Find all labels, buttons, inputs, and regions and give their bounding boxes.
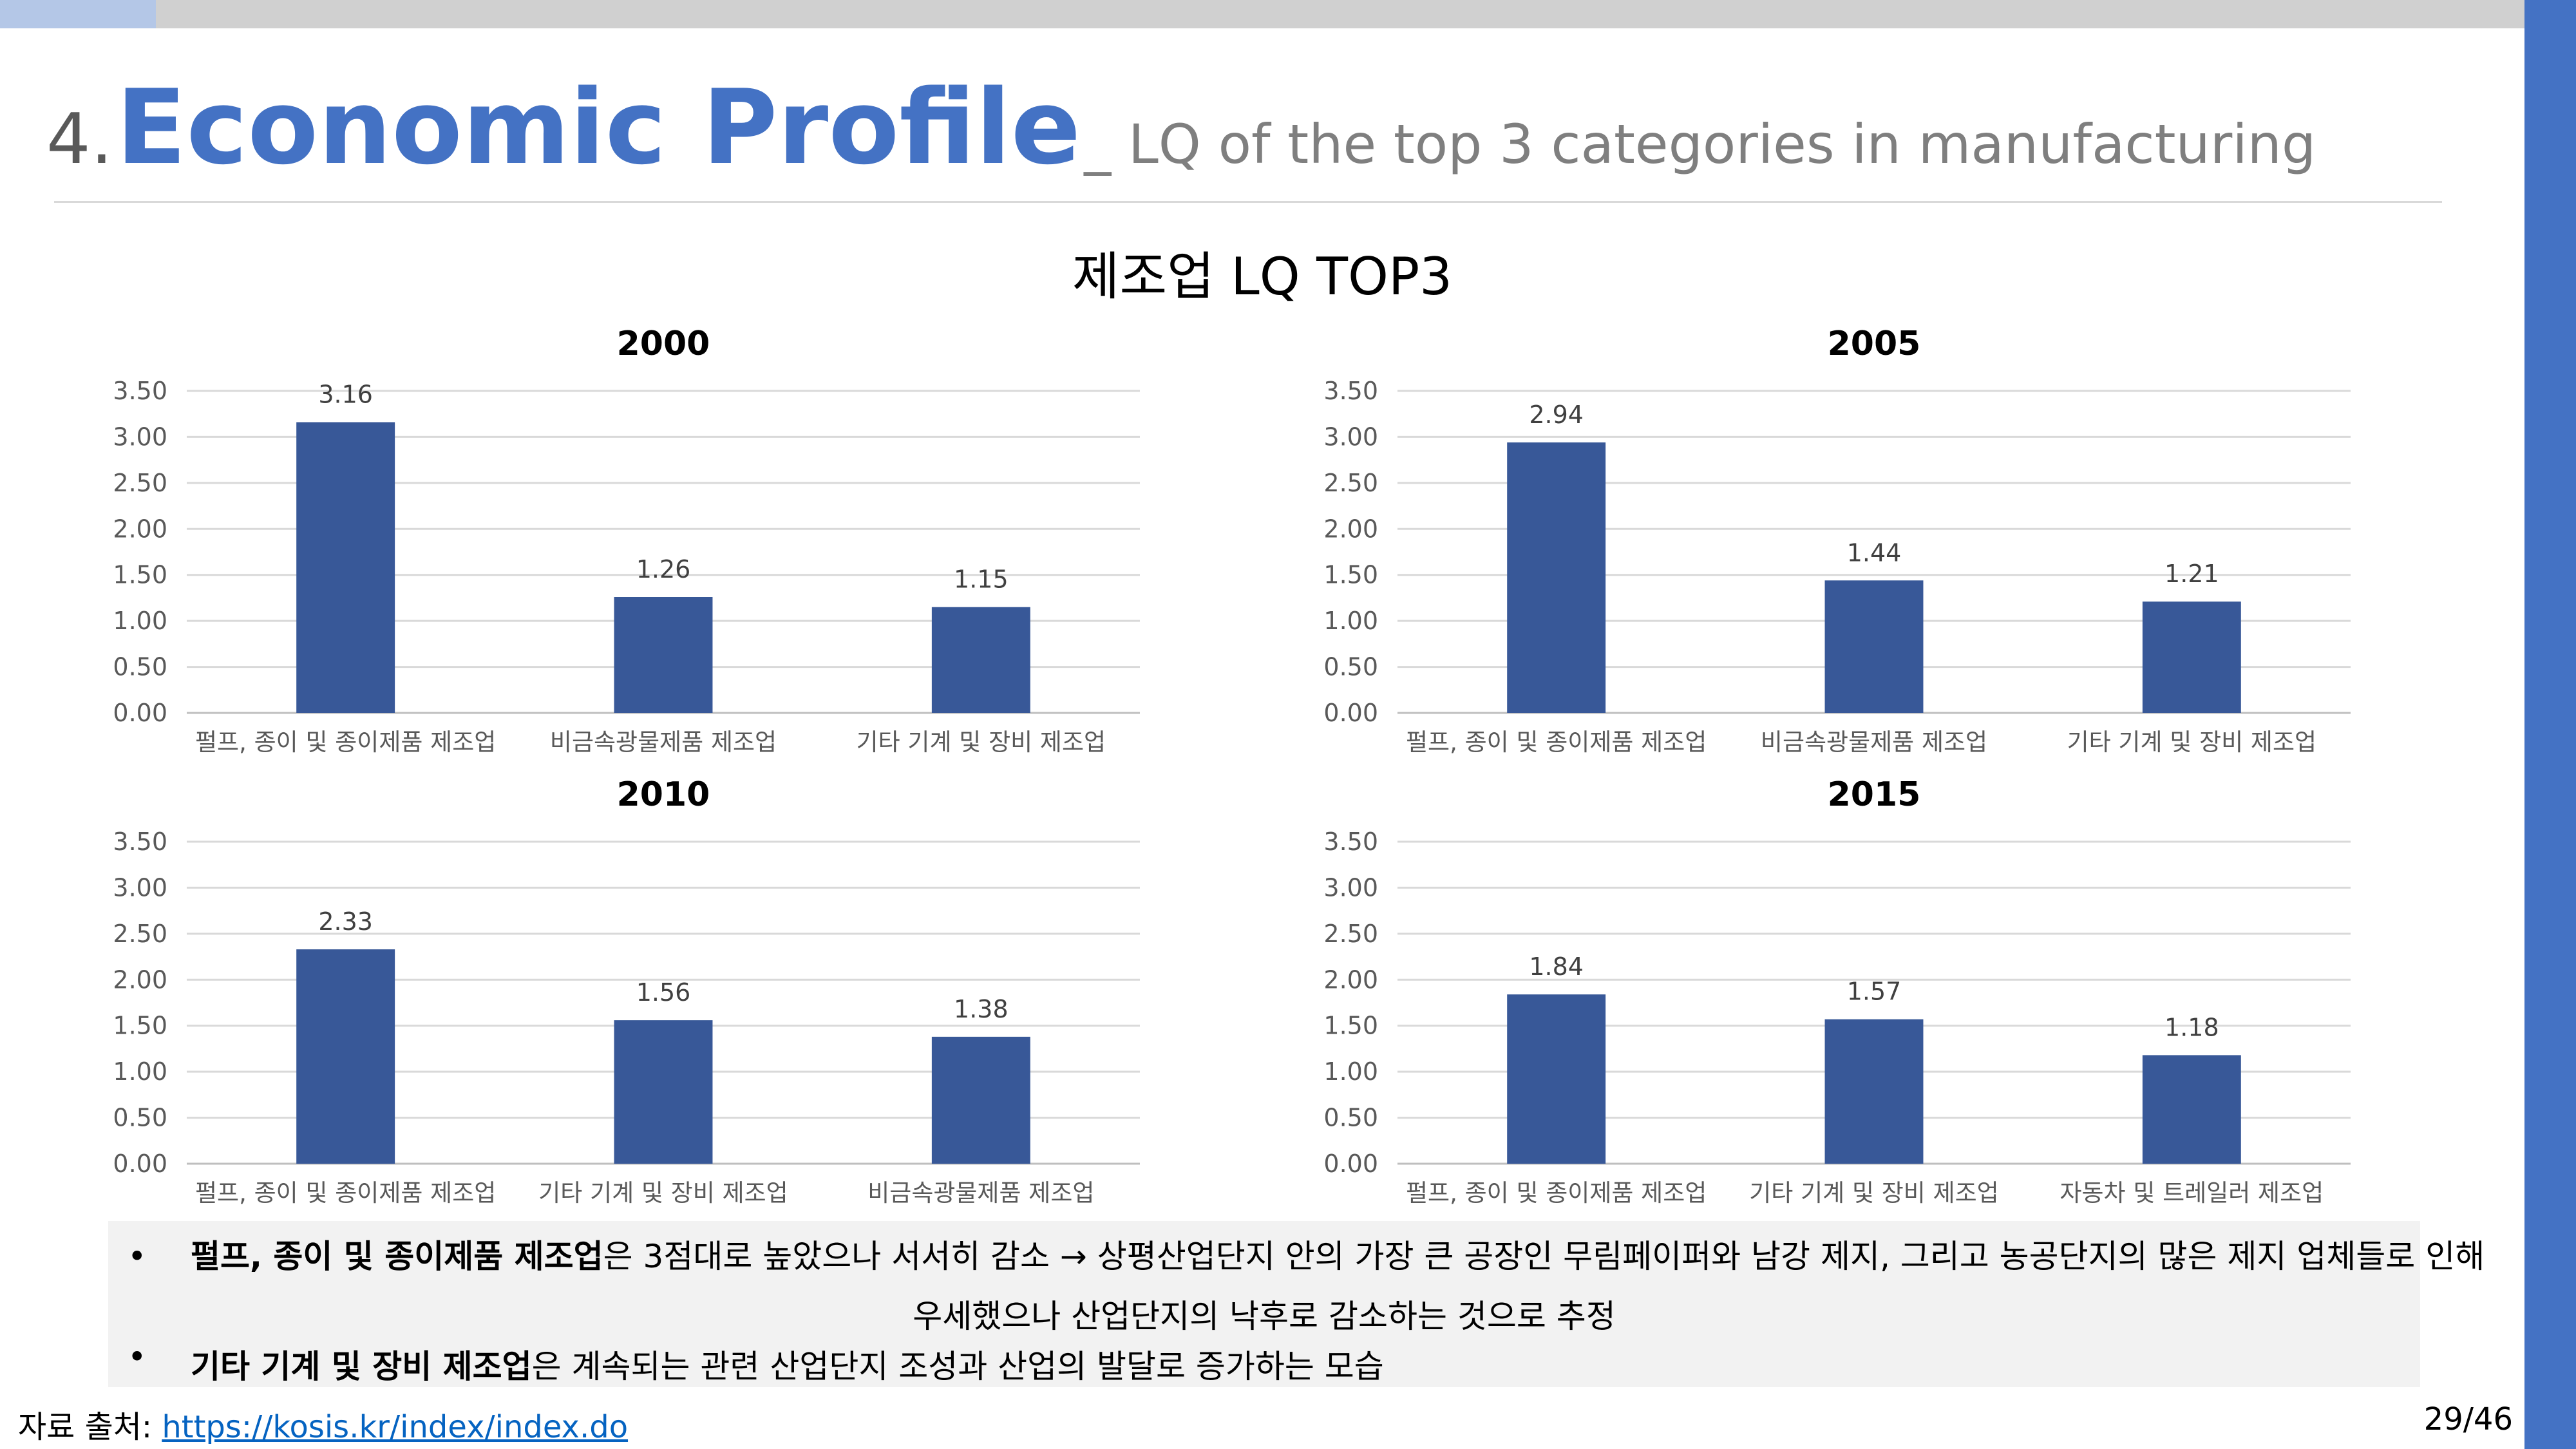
notes-box: • 펄프, 종이 및 종이제품 제조업은 3점대로 높았으나 서서히 감소 → …	[108, 1221, 2485, 1387]
bar	[1824, 1019, 1924, 1164]
x-tick-label: 기타 기계 및 장비 제조업	[538, 1179, 788, 1207]
data-label: 1.57	[1847, 978, 1902, 1006]
source-link[interactable]: https://kosis.kr/index/index.do	[162, 1409, 629, 1445]
title-main: Economic Profile	[116, 67, 1081, 187]
data-label: 2.33	[318, 907, 373, 936]
source-citation: 자료 출처: https://kosis.kr/index/index.do	[18, 1401, 628, 1446]
x-tick-label: 펄프, 종이 및 종이제품 제조업	[195, 1179, 496, 1207]
x-tick-label: 기타 기계 및 장비 제조업	[2067, 728, 2316, 756]
chart-2005: 2005 0.00 0.50 1.00 1.50 2.00 2.50 3.00 3.50 2.94…	[1323, 325, 2351, 756]
y-tick-label: 2.00	[113, 515, 167, 543]
top-bar-accent	[0, 0, 156, 28]
x-tick-label: 비금속광물제품 제조업	[867, 1179, 1094, 1207]
x-tick-label: 펄프, 종이 및 종이제품 제조업	[195, 728, 496, 756]
bar	[296, 422, 395, 713]
y-tick-label: 0.00	[1323, 699, 1378, 727]
y-tick-label: 0.00	[1323, 1150, 1378, 1178]
bar	[931, 607, 1030, 713]
data-label: 1.15	[954, 565, 1009, 594]
data-label: 2.94	[1529, 401, 1584, 429]
figure-title: 제조업 LQ TOP3	[1072, 247, 1453, 307]
y-tick-label: 2.00	[1323, 515, 1378, 543]
x-tick-label: 비금속광물제품 제조업	[1761, 728, 1987, 756]
y-tick-label: 1.50	[1323, 561, 1378, 589]
y-tick-label: 1.50	[113, 1012, 167, 1040]
y-tick-label: 0.50	[113, 1104, 167, 1132]
page-number: 29/46	[2423, 1401, 2513, 1437]
top-bar	[0, 0, 2524, 28]
chart-2010: 2010 0.00 0.50 1.00 1.50 2.00 2.50 3.00 3.50 2.33…	[113, 775, 1140, 1207]
y-tick-label: 3.00	[1323, 422, 1378, 451]
y-tick-label: 1.00	[1323, 607, 1378, 635]
note-item-1: 펄프, 종이 및 종이제품 제조업은 3점대로 높았으나 서서히 감소 → 상평…	[191, 1240, 2485, 1273]
chart-2015: 2015 0.00 0.50 1.00 1.50 2.00 2.50 3.00 3.50 1.84…	[1323, 775, 2351, 1207]
note-item-2-bold: 기타 기계 및 장비 제조업	[191, 1348, 532, 1385]
bullet-2: •	[128, 1338, 147, 1376]
y-tick-label: 3.00	[113, 422, 167, 451]
data-label: 1.84	[1529, 952, 1584, 981]
chart-title: 2010	[617, 775, 710, 814]
x-tick-label: 비금속광물제품 제조업	[550, 728, 777, 756]
chart-title: 2015	[1828, 775, 1921, 814]
y-tick-label: 3.50	[1323, 828, 1378, 856]
y-tick-label: 2.50	[113, 920, 167, 948]
y-tick-label: 1.50	[1323, 1012, 1378, 1040]
y-tick-label: 0.00	[113, 699, 167, 727]
data-label: 1.26	[636, 555, 691, 583]
title-subtitle: _ LQ of the top 3 categories in manufact…	[1084, 113, 2316, 176]
note-item-2: 기타 기계 및 장비 제조업은 계속되는 관련 산업단지 조성과 산업의 발달로…	[191, 1341, 1384, 1387]
x-tick-label: 기타 기계 및 장비 제조업	[1749, 1179, 1998, 1207]
y-tick-label: 0.50	[1323, 653, 1378, 681]
y-tick-label: 0.50	[113, 653, 167, 681]
y-tick-label: 0.00	[113, 1150, 167, 1178]
bar	[2142, 601, 2241, 713]
data-label: 3.16	[318, 381, 373, 409]
bullet-1: •	[128, 1238, 147, 1275]
y-tick-label: 1.00	[113, 607, 167, 635]
y-tick-label: 2.00	[113, 965, 167, 994]
bar	[614, 597, 713, 713]
y-tick-label: 2.50	[1323, 920, 1378, 948]
data-label: 1.56	[636, 978, 691, 1007]
y-tick-label: 3.00	[113, 873, 167, 902]
x-tick-label: 자동차 및 트레일러 제조업	[2060, 1179, 2324, 1207]
title-divider	[54, 201, 2442, 203]
y-tick-label: 1.00	[113, 1057, 167, 1086]
note-item-1-continuation: 우세했으나 산업단지의 낙후로 감소하는 것으로 추정	[913, 1298, 1616, 1335]
x-tick-label: 펄프, 종이 및 종이제품 제조업	[1406, 1179, 1707, 1207]
title-number: 4.	[46, 99, 113, 180]
right-accent-bar	[2524, 0, 2576, 1449]
bar	[2142, 1055, 2241, 1164]
bar	[1507, 994, 1606, 1164]
y-tick-label: 3.50	[113, 828, 167, 856]
note-item-1-text: 은 3점대로 높았으나 서서히 감소 → 상평산업단지 안의 가장 큰 공장인 …	[603, 1238, 2485, 1275]
y-tick-label: 0.50	[1323, 1104, 1378, 1132]
bar	[1824, 580, 1924, 713]
source-label: 자료 출처:	[18, 1409, 162, 1445]
y-tick-label: 2.50	[113, 469, 167, 497]
chart-2000: 2000 0.00 0.50 1.00 1.50 2.00 2.50 3.00 3.50 3.16…	[113, 325, 1140, 756]
chart-title: 2000	[617, 325, 710, 363]
data-label: 1.21	[2164, 560, 2219, 588]
data-label: 1.38	[954, 995, 1009, 1023]
data-label: 1.18	[2164, 1013, 2219, 1041]
bar	[296, 949, 395, 1164]
chart-title: 2005	[1828, 325, 1921, 363]
note-item-1-bold: 펄프, 종이 및 종이제품 제조업	[191, 1238, 603, 1275]
slide-title: 4. Economic Profile _ LQ of the top 3 ca…	[46, 76, 2316, 179]
note-item-2-text: 은 계속되는 관련 산업단지 조성과 산업의 발달로 증가하는 모습	[531, 1348, 1384, 1385]
x-tick-label: 기타 기계 및 장비 제조업	[857, 728, 1106, 756]
y-tick-label: 2.50	[1323, 469, 1378, 497]
bar	[614, 1020, 713, 1164]
y-tick-label: 1.00	[1323, 1057, 1378, 1086]
y-tick-label: 3.50	[113, 377, 167, 405]
y-tick-label: 2.00	[1323, 965, 1378, 994]
data-label: 1.44	[1847, 538, 1902, 567]
y-tick-label: 3.50	[1323, 377, 1378, 405]
y-tick-label: 3.00	[1323, 873, 1378, 902]
bar	[1507, 442, 1606, 713]
y-tick-label: 1.50	[113, 561, 167, 589]
x-tick-label: 펄프, 종이 및 종이제품 제조업	[1406, 728, 1707, 756]
bar	[931, 1036, 1030, 1164]
